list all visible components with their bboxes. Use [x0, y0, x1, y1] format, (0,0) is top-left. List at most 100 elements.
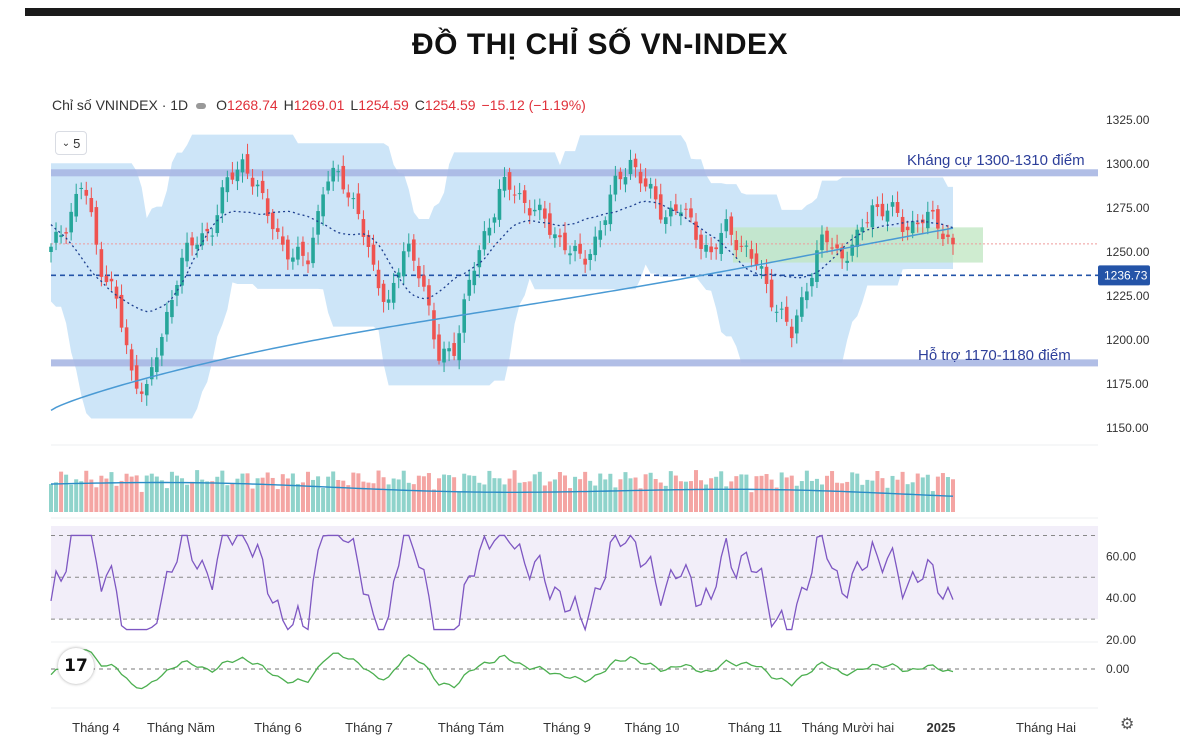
current-price-text: 1236.73 [1104, 268, 1148, 282]
ma200-line [50, 227, 954, 412]
rsi-tick-label: 40.00 [1106, 591, 1136, 605]
candle-body [548, 213, 552, 235]
volume-bar [391, 478, 396, 512]
volume-bar [683, 481, 688, 512]
volume-bar [855, 473, 860, 512]
volume-bar [452, 477, 457, 512]
volume-bar [149, 473, 154, 512]
osc-tick-label: 0.00 [1106, 662, 1130, 676]
volume-bar [613, 487, 618, 512]
volume-bar [789, 475, 794, 512]
symbol-label: Chỉ số VNINDEX · 1D [52, 97, 189, 113]
candle-body [64, 232, 68, 234]
volume-bar [154, 476, 159, 512]
volume-bar [865, 479, 870, 512]
volume-bar [517, 482, 522, 512]
candle-body [653, 186, 658, 200]
volume-bar [114, 485, 119, 512]
volume-bar [79, 481, 84, 512]
candle-body [109, 278, 114, 282]
volume-bar [275, 489, 280, 512]
candle-body [311, 237, 315, 264]
open-label: O [216, 97, 228, 113]
volume-bar [784, 477, 789, 512]
volume-bar [532, 474, 537, 512]
volume-bar [885, 487, 890, 512]
candle-body [890, 202, 895, 207]
candle-body [59, 235, 63, 238]
candle-body [926, 211, 930, 229]
volume-bar [507, 478, 512, 512]
candle-body [537, 204, 542, 211]
volume-bar [663, 485, 668, 512]
candle-body [764, 266, 769, 284]
candle-body [306, 260, 310, 265]
volume-bar [578, 479, 583, 512]
volume-bar [880, 478, 885, 512]
candle-body [699, 234, 703, 249]
volume-bar [99, 475, 104, 512]
price-tick-label: 1175.00 [1106, 377, 1149, 391]
x-axis-label: Tháng Tám [438, 720, 504, 735]
volume-bar [482, 484, 487, 512]
candle-body [951, 237, 955, 245]
volume-bar [895, 479, 900, 512]
candle-body [825, 230, 829, 243]
candle-body [366, 234, 371, 247]
volume-bar [169, 471, 174, 512]
candle-body [401, 251, 406, 277]
volume-bar [825, 475, 830, 512]
volume-bar [321, 487, 326, 512]
volume-bar [401, 470, 406, 512]
candle-body [447, 348, 451, 352]
high-value: 1269.01 [293, 97, 345, 113]
candle-body [114, 286, 119, 299]
current-price-badge [1098, 265, 1150, 286]
price-tick-label: 1225.00 [1106, 289, 1150, 303]
candle-body [618, 171, 623, 180]
volume-bar [84, 470, 89, 512]
volume-bar [331, 471, 336, 512]
candle-body [134, 365, 139, 389]
candle-body [744, 245, 749, 247]
volume-bar [638, 488, 643, 512]
candle-body [296, 246, 300, 260]
candle-body [830, 247, 834, 249]
oscillator-line [50, 649, 954, 690]
close-value: 1254.59 [424, 97, 476, 113]
candle-body [492, 217, 497, 223]
candle-body [482, 231, 487, 250]
candle-body [522, 190, 527, 203]
logo-text: 17 [64, 656, 88, 676]
volume-bar [870, 480, 875, 512]
candle-body [598, 230, 603, 240]
volume-bar [779, 472, 784, 512]
x-axis-label: Tháng 6 [254, 720, 302, 735]
volume-bar [356, 473, 361, 512]
volume-bar [472, 475, 477, 512]
candle-body [800, 297, 804, 317]
candle-body [240, 159, 245, 173]
volume-bar [300, 482, 305, 512]
gear-icon[interactable]: ⚙ [1120, 716, 1135, 733]
volume-bar [804, 470, 809, 512]
candle-body [270, 212, 275, 230]
volume-bar [346, 485, 351, 512]
candle-body [633, 158, 638, 168]
volume-bar [769, 479, 774, 512]
candle-body [658, 194, 663, 220]
indicator-toggle-button[interactable]: ⌄ 5 [55, 131, 87, 155]
candle-body [371, 244, 376, 265]
volume-bar [593, 485, 598, 512]
volume-bar [416, 475, 421, 512]
volume-bar [59, 471, 64, 512]
volume-bar [381, 477, 386, 512]
resistance-band [51, 169, 1098, 177]
candle-body [669, 207, 673, 217]
candle-body [286, 239, 290, 260]
candle-body [563, 232, 567, 251]
tradingview-logo[interactable]: 17 [58, 648, 94, 684]
candle-body [835, 244, 839, 249]
candle-body [160, 337, 164, 356]
